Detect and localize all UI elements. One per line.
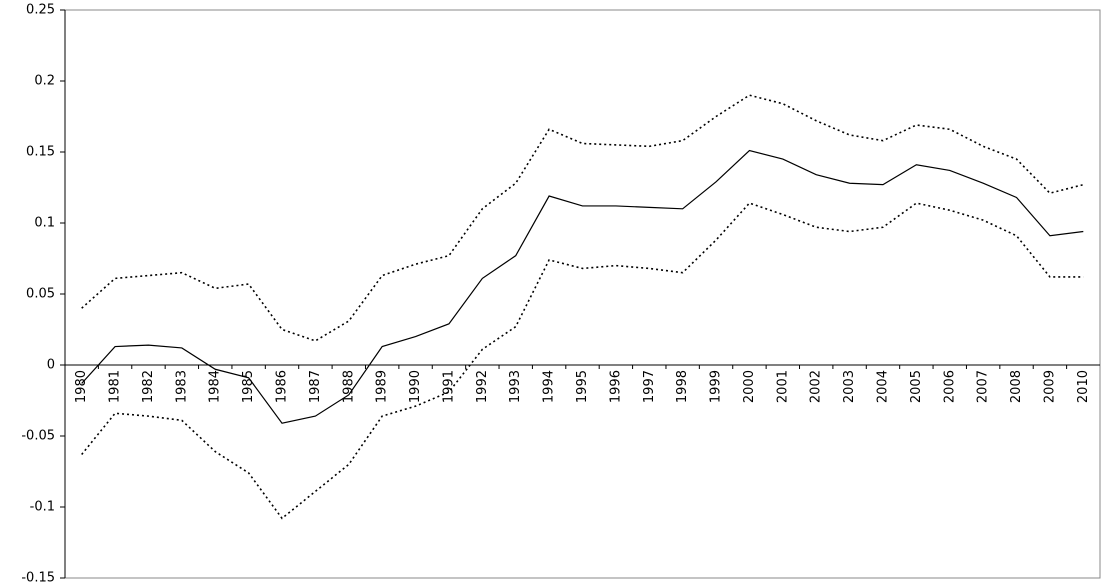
y-tick-label: -0.15 xyxy=(21,571,55,586)
y-tick-label: 0.05 xyxy=(26,287,55,302)
x-tick-label: 2004 xyxy=(875,370,890,403)
x-tick-label: 1995 xyxy=(575,370,590,403)
x-tick-label: 2007 xyxy=(976,370,991,403)
x-tick-label: 1991 xyxy=(441,370,456,403)
y-tick-label: 0 xyxy=(47,358,55,373)
x-tick-label: 1980 xyxy=(74,370,89,403)
y-tick-label: 0.2 xyxy=(34,74,55,89)
x-tick-label: 1989 xyxy=(375,370,390,403)
x-tick-label: 1992 xyxy=(475,370,490,403)
x-tick-label: 1987 xyxy=(308,370,323,403)
x-tick-label: 1983 xyxy=(174,370,189,403)
x-tick-label: 2001 xyxy=(775,370,790,403)
x-tick-label: 1997 xyxy=(642,370,657,403)
x-tick-label: 1998 xyxy=(675,370,690,403)
x-tick-label: 1986 xyxy=(275,370,290,403)
x-tick-label: 2003 xyxy=(842,370,857,403)
x-tick-label: 1993 xyxy=(508,370,523,403)
plot-frame xyxy=(64,9,1101,579)
x-tick-label: 2010 xyxy=(1076,370,1091,403)
y-tick-label: -0.1 xyxy=(30,500,55,515)
series-line xyxy=(81,202,1084,520)
y-tick-label: 0.15 xyxy=(26,145,55,160)
x-tick-label: 1999 xyxy=(709,370,724,403)
series-line xyxy=(81,94,1084,342)
x-tick-label: 1996 xyxy=(608,370,623,403)
x-tick-label: 2008 xyxy=(1009,370,1024,403)
x-tick-label: 1981 xyxy=(108,370,123,403)
x-tick-label: 1984 xyxy=(208,370,223,403)
x-tick-label: 1985 xyxy=(241,370,256,403)
x-tick-label: 1988 xyxy=(341,370,356,403)
x-tick-label: 2002 xyxy=(809,370,824,403)
x-tick-label: 1990 xyxy=(408,370,423,403)
x-tick-label: 2005 xyxy=(909,370,924,403)
x-tick-label: 2000 xyxy=(742,370,757,403)
y-tick-label: 0.25 xyxy=(26,3,55,18)
x-tick-label: 2009 xyxy=(1042,370,1057,403)
y-tick-label: 0.1 xyxy=(34,216,55,231)
x-tick-label: 1982 xyxy=(141,370,156,403)
y-tick-label: -0.05 xyxy=(21,429,55,444)
x-tick-label: 1994 xyxy=(542,370,557,403)
series-line xyxy=(81,149,1084,424)
x-tick-label: 2006 xyxy=(942,370,957,403)
